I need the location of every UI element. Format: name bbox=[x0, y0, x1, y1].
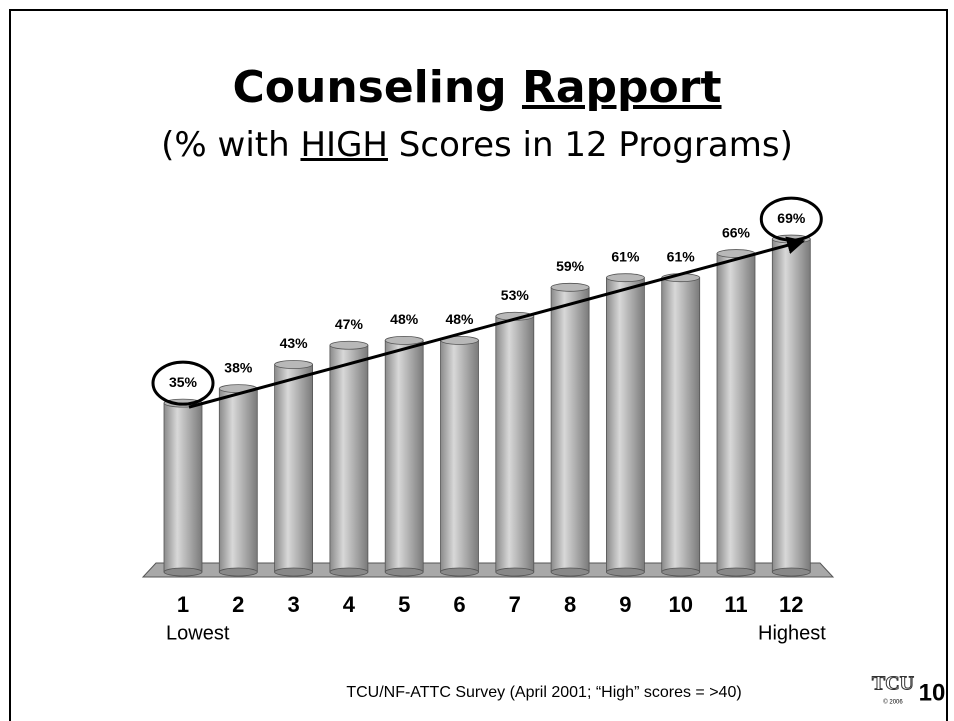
bar bbox=[329, 344, 369, 573]
bar-base bbox=[661, 567, 701, 577]
bar bbox=[218, 388, 258, 573]
logo: TCU bbox=[872, 673, 914, 695]
value-label: 48% bbox=[390, 311, 419, 327]
value-label: 66% bbox=[722, 224, 751, 240]
bar-base bbox=[550, 567, 590, 577]
title-part: Rapport bbox=[521, 62, 722, 113]
x-tick-label: 10 bbox=[668, 592, 692, 617]
value-label: 61% bbox=[667, 248, 696, 264]
bar bbox=[384, 339, 424, 573]
x-tick-label: 9 bbox=[619, 592, 631, 617]
value-label: 43% bbox=[280, 335, 309, 351]
x-tick-label: 7 bbox=[509, 592, 521, 617]
annotation: Highest bbox=[758, 622, 826, 644]
x-tick-label: 5 bbox=[398, 592, 410, 617]
bar bbox=[274, 364, 314, 573]
x-tick-label: 4 bbox=[343, 592, 356, 617]
highlight-circle bbox=[759, 196, 823, 242]
bar bbox=[771, 238, 811, 573]
value-label: 38% bbox=[224, 359, 253, 375]
copyright: © 2006 bbox=[883, 699, 903, 706]
highlight-circle bbox=[151, 360, 215, 406]
bar-top bbox=[606, 273, 645, 283]
bar-base bbox=[716, 567, 756, 577]
value-label: 48% bbox=[445, 311, 474, 327]
bar bbox=[495, 315, 535, 573]
value-label: 59% bbox=[556, 258, 585, 274]
page-number: 10 bbox=[919, 679, 946, 706]
x-tick-label: 3 bbox=[287, 592, 299, 617]
subtitle-part: (% with bbox=[161, 125, 290, 165]
annotation: Lowest bbox=[166, 622, 230, 644]
bar-top bbox=[550, 282, 590, 292]
bar-base bbox=[440, 567, 479, 577]
bar-top bbox=[274, 360, 314, 369]
bars bbox=[163, 234, 811, 577]
bar-base bbox=[606, 567, 645, 577]
value-label: 61% bbox=[611, 248, 640, 264]
bar bbox=[440, 339, 479, 573]
value-label: 35% bbox=[169, 374, 198, 390]
value-label: 69% bbox=[777, 210, 806, 226]
bar-base bbox=[495, 567, 535, 577]
value-label: 53% bbox=[501, 287, 530, 303]
title-part: Counseling bbox=[232, 62, 507, 113]
floor bbox=[141, 562, 835, 578]
trend-arrow bbox=[188, 236, 806, 409]
value-label: 47% bbox=[335, 316, 364, 332]
bar bbox=[606, 277, 645, 573]
bar bbox=[163, 402, 203, 573]
chart-subtitle: (% with HIGH Scores in 12 Programs) bbox=[0, 125, 954, 165]
bar-base bbox=[771, 567, 811, 577]
bar-base bbox=[329, 567, 369, 577]
x-tick-label: 2 bbox=[232, 592, 244, 617]
bar-top bbox=[329, 340, 369, 350]
bar-base bbox=[384, 567, 424, 577]
bar bbox=[661, 277, 701, 573]
x-tick-label: 11 bbox=[724, 592, 747, 617]
bar bbox=[550, 286, 590, 573]
bar-base bbox=[274, 567, 314, 577]
slide-border bbox=[9, 9, 948, 721]
subtitle-part: Scores in 12 Programs) bbox=[398, 125, 793, 165]
bar-top bbox=[384, 335, 424, 345]
x-tick-label: 8 bbox=[564, 592, 576, 617]
footer: TCU/NF-ATTC Survey (April 2001; “High” s… bbox=[346, 684, 741, 701]
bar-base bbox=[218, 567, 258, 577]
bar bbox=[716, 253, 756, 573]
chart-title: Counseling Rapport bbox=[0, 62, 954, 113]
x-tick-label: 6 bbox=[453, 592, 465, 617]
x-tick-label: 12 bbox=[779, 592, 803, 617]
x-tick-label: 1 bbox=[177, 592, 189, 617]
subtitle-part: HIGH bbox=[300, 125, 388, 165]
bar-base bbox=[163, 567, 203, 577]
